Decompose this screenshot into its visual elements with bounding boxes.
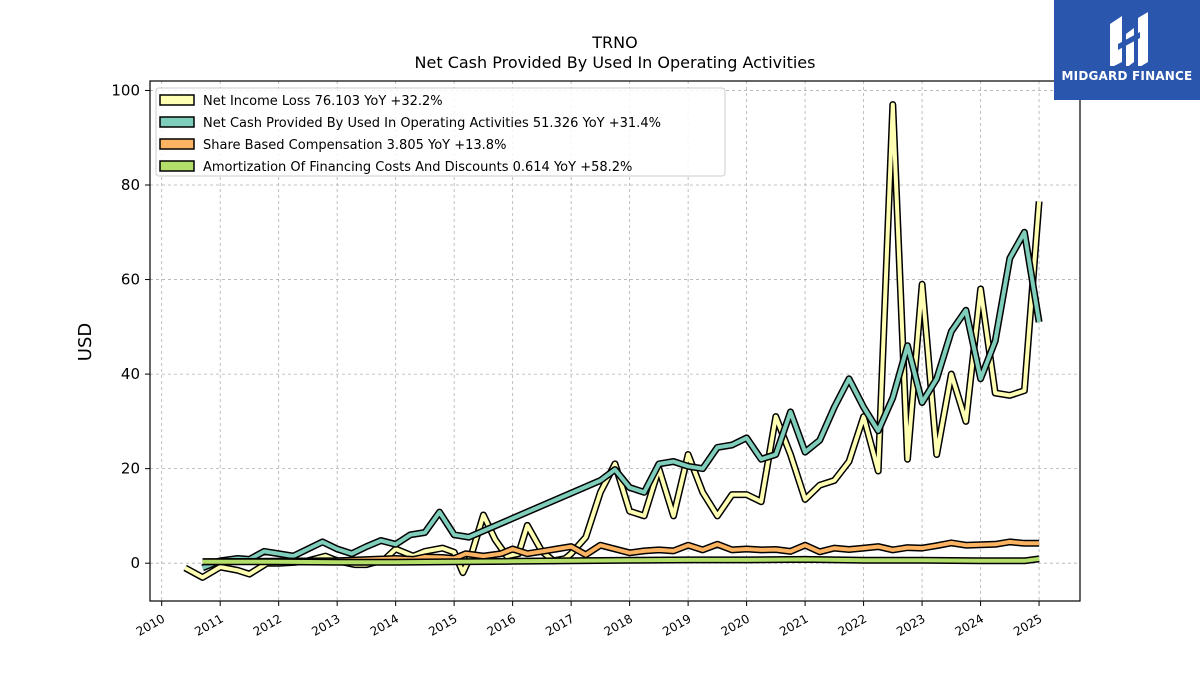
chart-title: TRNO xyxy=(591,33,637,52)
x-tick-label: 2016 xyxy=(485,611,518,638)
x-tick-label: 2015 xyxy=(426,611,459,638)
plot-frame xyxy=(149,80,1081,602)
legend-swatch-3 xyxy=(159,160,195,172)
chart-subtitle: Net Cash Provided By Used In Operating A… xyxy=(415,53,816,72)
legend-frame xyxy=(155,87,726,177)
brand-name: MIDGARD FINANCE xyxy=(1061,69,1193,83)
x-tick-label: 2022 xyxy=(836,611,869,638)
x-tick-label: 2023 xyxy=(894,611,927,638)
x-tick-label: 2017 xyxy=(543,611,576,638)
x-tick-label: 2011 xyxy=(192,611,225,638)
x-tick-label: 2012 xyxy=(251,611,284,638)
legend-swatch-0 xyxy=(159,94,195,106)
series-line-2 xyxy=(202,539,1040,564)
series-line-3 xyxy=(202,556,1040,565)
x-tick-label: 2024 xyxy=(953,611,986,638)
legend-label-2: Share Based Compensation 3.805 YoY +13.8… xyxy=(203,138,506,153)
x-tick-label: 2019 xyxy=(660,611,693,638)
y-ticks: 0 20 40 60 80 100 xyxy=(111,81,150,572)
legend-label-1: Net Cash Provided By Used In Operating A… xyxy=(203,116,661,131)
x-tick-label: 2018 xyxy=(602,611,635,638)
series-lines xyxy=(183,101,1043,581)
brand-logo: MIDGARD FINANCE xyxy=(1054,0,1200,100)
legend: Net Income Loss 76.103 YoY +32.2% Net Cas… xyxy=(155,87,726,177)
y-tick-label: 60 xyxy=(121,271,140,289)
legend-label-0: Net Income Loss 76.103 YoY +32.2% xyxy=(203,94,443,109)
x-tick-label: 2021 xyxy=(777,611,810,638)
series-line-1 xyxy=(201,230,1042,570)
y-tick-label: 20 xyxy=(121,460,140,478)
legend-swatch-1 xyxy=(159,116,195,128)
y-tick-label: 80 xyxy=(121,176,140,194)
y-tick-label: 100 xyxy=(111,81,140,99)
x-ticks: 2010 2011 2012 2013 2014 2015 2016 2017 2018 2019… xyxy=(134,601,1045,639)
x-tick-label: 2020 xyxy=(719,611,752,638)
legend-label-3: Amortization Of Financing Costs And Disc… xyxy=(203,160,632,175)
x-tick-label: 2013 xyxy=(309,611,342,638)
legend-swatch-2 xyxy=(159,138,195,150)
y-axis-label: USD xyxy=(75,323,96,361)
x-tick-label: 2014 xyxy=(368,611,401,638)
y-tick-label: 40 xyxy=(121,365,140,383)
x-tick-label: 2010 xyxy=(134,611,167,638)
y-tick-label: 0 xyxy=(130,554,140,572)
brand-mark-icon xyxy=(1110,12,1148,66)
x-tick-label: 2025 xyxy=(1011,611,1044,638)
